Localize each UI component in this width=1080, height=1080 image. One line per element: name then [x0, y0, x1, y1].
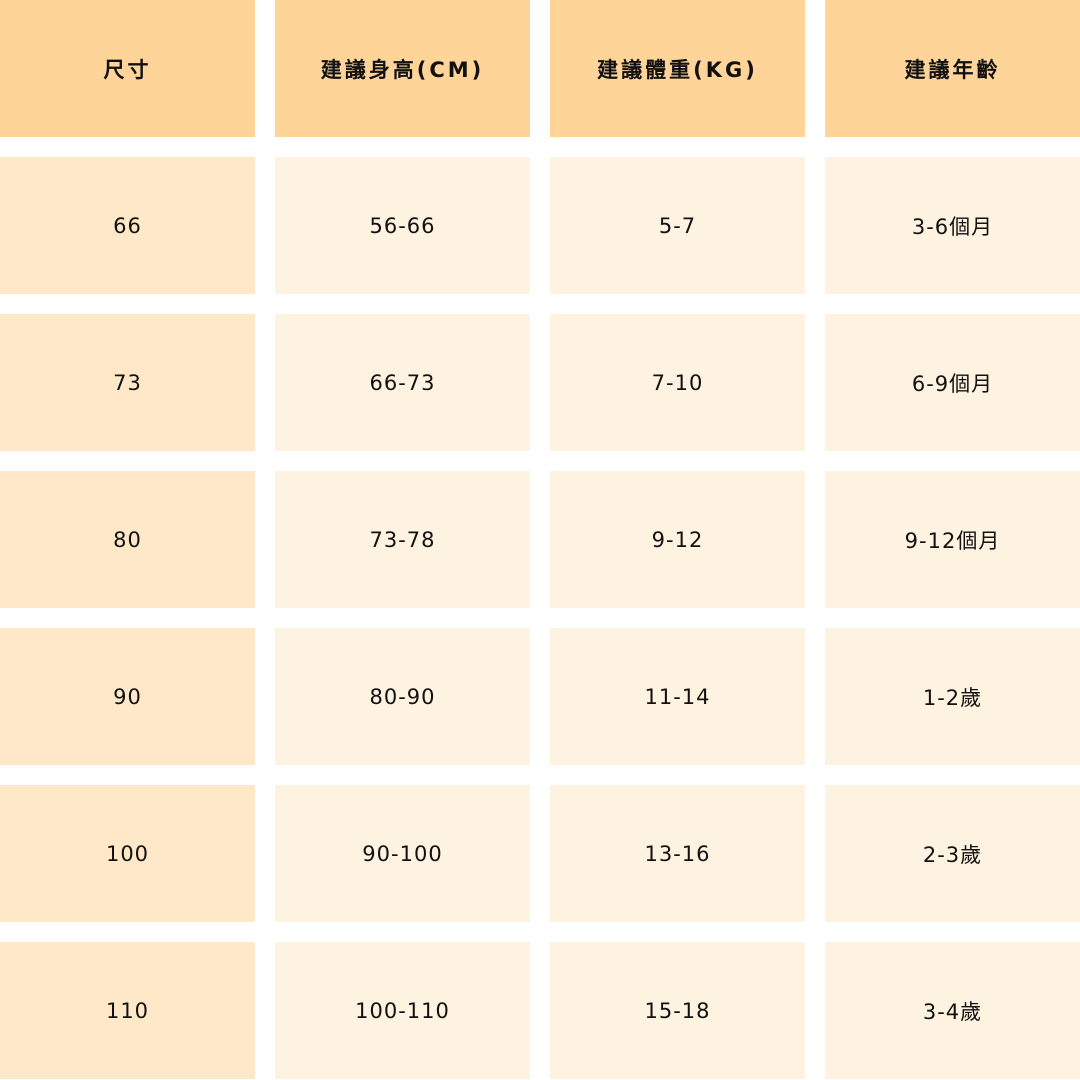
cell-height: 80-90 — [275, 628, 530, 765]
cell-weight: 7-10 — [550, 314, 805, 451]
cell-size: 66 — [0, 157, 255, 294]
cell-height: 56-66 — [275, 157, 530, 294]
header-age: 建議年齡 — [825, 0, 1080, 137]
cell-height: 73-78 — [275, 471, 530, 608]
cell-weight: 13-16 — [550, 785, 805, 922]
cell-age: 1-2歲 — [825, 628, 1080, 765]
cell-age: 2-3歲 — [825, 785, 1080, 922]
header-height: 建議身高(CM) — [275, 0, 530, 137]
cell-size: 73 — [0, 314, 255, 451]
header-weight: 建議體重(KG) — [550, 0, 805, 137]
cell-weight: 5-7 — [550, 157, 805, 294]
cell-weight: 9-12 — [550, 471, 805, 608]
cell-size: 90 — [0, 628, 255, 765]
cell-age: 3-4歲 — [825, 942, 1080, 1079]
cell-height: 90-100 — [275, 785, 530, 922]
header-size: 尺寸 — [0, 0, 255, 137]
cell-height: 66-73 — [275, 314, 530, 451]
cell-size: 100 — [0, 785, 255, 922]
cell-weight: 11-14 — [550, 628, 805, 765]
cell-size: 80 — [0, 471, 255, 608]
cell-size: 110 — [0, 942, 255, 1079]
cell-age: 9-12個月 — [825, 471, 1080, 608]
cell-height: 100-110 — [275, 942, 530, 1079]
cell-age: 6-9個月 — [825, 314, 1080, 451]
cell-age: 3-6個月 — [825, 157, 1080, 294]
cell-weight: 15-18 — [550, 942, 805, 1079]
